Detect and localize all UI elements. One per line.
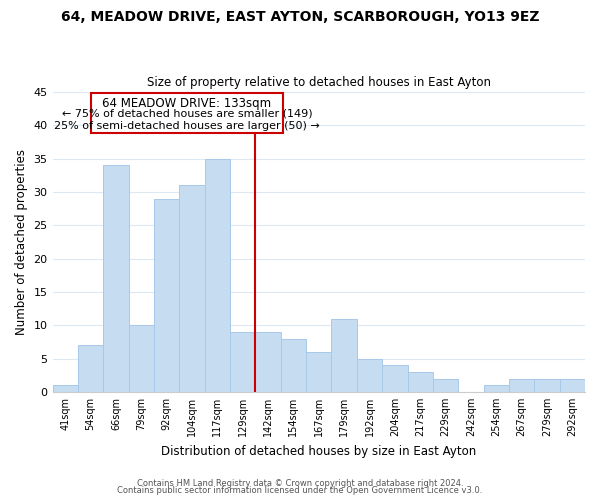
Bar [281,338,306,392]
Bar [256,332,281,392]
Bar [154,198,179,392]
Y-axis label: Number of detached properties: Number of detached properties [15,149,28,335]
Bar [128,326,154,392]
Bar [230,332,256,392]
Text: ← 75% of detached houses are smaller (149): ← 75% of detached houses are smaller (14… [62,108,312,118]
Bar [382,366,407,392]
Bar [407,372,433,392]
Bar [357,358,382,392]
Text: Contains public sector information licensed under the Open Government Licence v3: Contains public sector information licen… [118,486,482,495]
Bar [179,186,205,392]
Bar [53,386,78,392]
Title: Size of property relative to detached houses in East Ayton: Size of property relative to detached ho… [147,76,491,90]
Bar [103,166,128,392]
Bar [534,378,560,392]
Bar [484,386,509,392]
Bar [331,318,357,392]
Bar [560,378,585,392]
Bar [433,378,458,392]
Text: Contains HM Land Registry data © Crown copyright and database right 2024.: Contains HM Land Registry data © Crown c… [137,478,463,488]
Text: 25% of semi-detached houses are larger (50) →: 25% of semi-detached houses are larger (… [54,120,320,130]
Bar [509,378,534,392]
FancyBboxPatch shape [91,94,283,134]
Bar [78,346,103,392]
Text: 64, MEADOW DRIVE, EAST AYTON, SCARBOROUGH, YO13 9EZ: 64, MEADOW DRIVE, EAST AYTON, SCARBOROUG… [61,10,539,24]
Text: 64 MEADOW DRIVE: 133sqm: 64 MEADOW DRIVE: 133sqm [103,96,271,110]
Bar [205,158,230,392]
X-axis label: Distribution of detached houses by size in East Ayton: Distribution of detached houses by size … [161,444,476,458]
Bar [306,352,331,392]
